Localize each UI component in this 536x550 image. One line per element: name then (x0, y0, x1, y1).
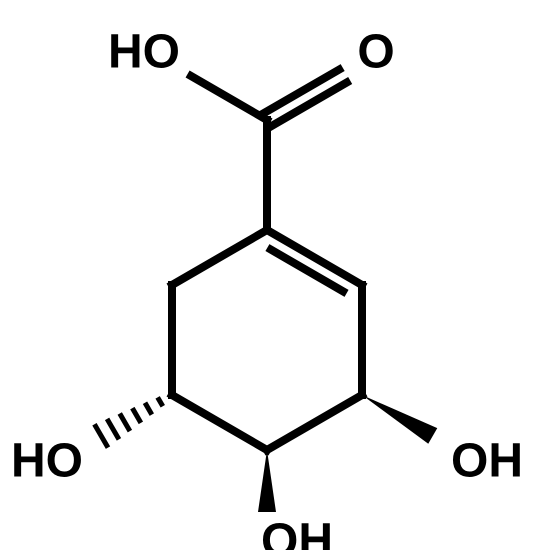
atom-label-O_carbonyl: O (357, 26, 394, 79)
atom-label-OH3: OH (451, 435, 523, 488)
atom-label-OH4: OH (261, 515, 333, 550)
molecule-diagram: O HO OH OH HO (0, 0, 536, 550)
atom-label-OH5: HO (11, 435, 83, 488)
atom-label-O_hydroxyl: HO (108, 26, 180, 79)
